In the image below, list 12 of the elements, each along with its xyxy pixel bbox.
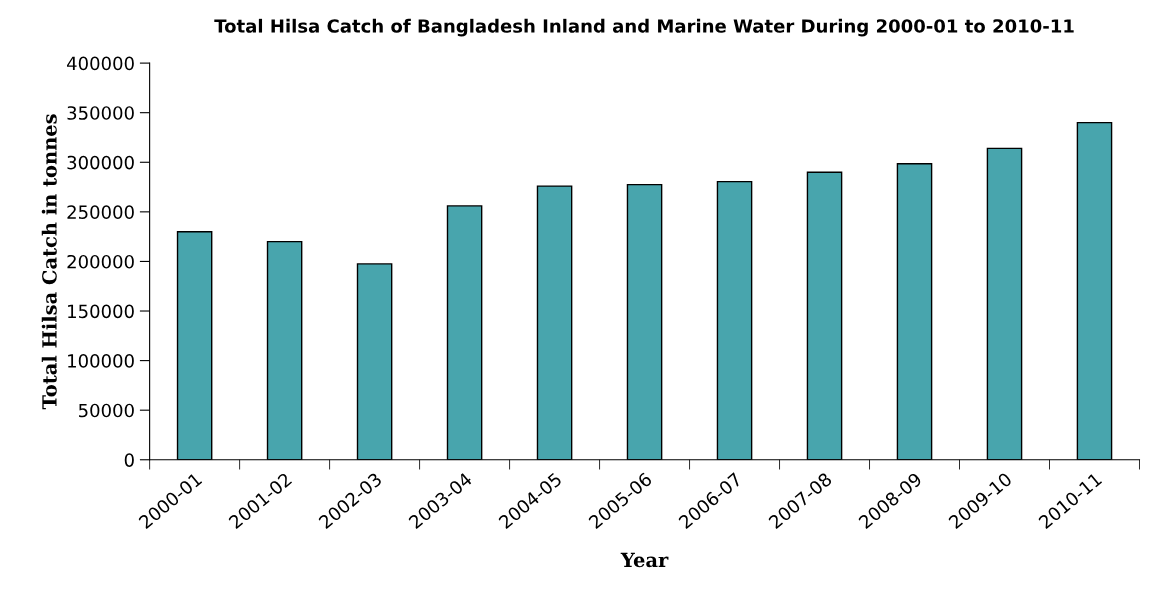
- x-axis-title: Year: [620, 552, 669, 568]
- chart-title: Total Hilsa Catch of Bangladesh Inland and Marine Water During 2000-01 to 2010-11: [214, 18, 1074, 37]
- y-tick-label: 150000: [68, 304, 134, 319]
- y-tick-label: 400000: [67, 56, 134, 71]
- y-tick-label: 250000: [67, 205, 134, 219]
- y-tick-label: 100000: [68, 354, 134, 368]
- y-tick-label: 50000: [79, 403, 134, 418]
- y-tick-label: 300000: [67, 155, 134, 170]
- y-tick-label: 0: [124, 453, 134, 467]
- y-tick-label: 200000: [67, 254, 134, 269]
- y-tick-label: 350000: [67, 106, 134, 120]
- y-axis-title: Total Hilsa Catch in tonnes: [41, 114, 57, 410]
